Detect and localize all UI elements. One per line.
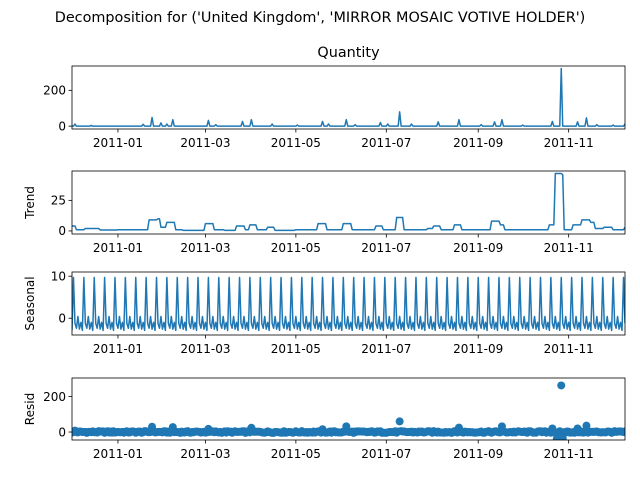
series-line-seasonal <box>72 276 625 332</box>
y-tick-label: 0 <box>58 425 66 439</box>
x-tick-label: 2011-09 <box>453 241 503 255</box>
panel-trend: 0 25 2011-01 2011-03 2011-05 2011-07 2011-09 20… <box>23 170 626 255</box>
x-tick-label: 2011-09 <box>453 447 503 461</box>
resid-point <box>621 427 625 436</box>
panel-resid: 0 200 2011-01 2011-03 2011-05 2011-07 2011-09 2… <box>23 377 626 461</box>
y-tick-label: 10 <box>51 270 66 284</box>
panels-group: Quantity 0 200 2011-01 2011-03 2011-05 2011-07… <box>23 45 626 461</box>
y-tick-label: 25 <box>51 194 66 208</box>
x-tick-label: 2011-11 <box>544 241 594 255</box>
x-tick-label: 2011-01 <box>93 342 143 356</box>
resid-points <box>72 381 625 440</box>
panel-observed: Quantity 0 200 2011-01 2011-03 2011-05 2011-07… <box>43 45 626 150</box>
x-tick-label: 2011-09 <box>453 342 503 356</box>
x-tick-label: 2011-01 <box>93 136 143 150</box>
x-tick-label: 2011-07 <box>361 241 411 255</box>
x-tick-label: 2011-03 <box>180 342 230 356</box>
series-line-trend <box>72 172 625 232</box>
x-tick-label: 2011-05 <box>271 241 321 255</box>
x-tick-label: 2011-05 <box>271 447 321 461</box>
x-tick-label: 2011-05 <box>271 136 321 150</box>
resid-point <box>582 421 591 430</box>
x-tick-label: 2011-01 <box>93 241 143 255</box>
series-line-observed <box>72 67 625 127</box>
x-tick-label: 2011-05 <box>271 342 321 356</box>
y-tick-label: 0 <box>58 119 66 133</box>
x-tick-label: 2011-01 <box>93 447 143 461</box>
resid-point <box>395 417 404 426</box>
panel-seasonal: 0 10 2011-01 2011-03 2011-05 2011-07 2011-09 20… <box>23 270 626 356</box>
x-tick-label: 2011-11 <box>544 136 594 150</box>
x-tick-label: 2011-03 <box>180 447 230 461</box>
x-tick-label: 2011-11 <box>544 342 594 356</box>
panel-title: Quantity <box>317 45 380 61</box>
axes-frame <box>71 170 626 235</box>
x-tick-label: 2011-09 <box>453 136 503 150</box>
y-axis-label: Resid <box>23 393 37 425</box>
y-tick-label: 200 <box>43 390 66 404</box>
y-axis-label: Seasonal <box>23 276 37 330</box>
figure-suptitle: Decomposition for ('United Kingdom', 'MI… <box>55 10 586 26</box>
x-tick-label: 2011-07 <box>361 447 411 461</box>
x-tick-label: 2011-07 <box>361 136 411 150</box>
y-axis-label: Trend <box>23 186 37 220</box>
y-tick-label: 200 <box>43 84 66 98</box>
axes-frame <box>71 377 626 441</box>
x-tick-label: 2011-11 <box>544 447 594 461</box>
axes-frame <box>71 271 626 336</box>
y-tick-label: 0 <box>58 224 66 238</box>
resid-point <box>557 381 566 390</box>
axes-frame <box>71 65 626 130</box>
x-tick-label: 2011-07 <box>361 342 411 356</box>
x-tick-label: 2011-03 <box>180 241 230 255</box>
x-tick-label: 2011-03 <box>180 136 230 150</box>
y-tick-label: 0 <box>58 312 66 326</box>
